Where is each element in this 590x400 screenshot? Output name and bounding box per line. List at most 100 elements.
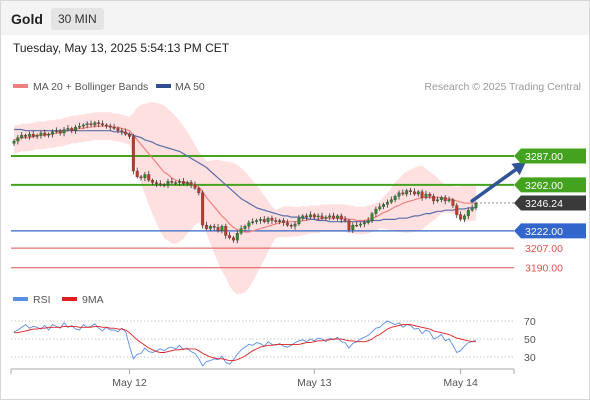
candle-body (24, 135, 27, 137)
candle-body (378, 206, 382, 210)
candle (228, 232, 232, 240)
candle (459, 211, 463, 222)
projection-arrow-shaft (470, 164, 523, 203)
level-label-bg (514, 177, 586, 193)
candle (405, 188, 409, 197)
candle-body (455, 205, 459, 215)
candle-body (54, 130, 58, 132)
candle (455, 203, 459, 219)
candle (397, 190, 401, 200)
candle (409, 188, 412, 196)
candle-body (201, 192, 205, 226)
candle-body (451, 199, 455, 206)
moving-averages (13, 125, 476, 233)
candle (278, 218, 282, 225)
candle-body (178, 181, 181, 183)
candle-body (228, 235, 232, 238)
level-label: 3222.00 (525, 226, 563, 238)
candlesticks (12, 120, 478, 244)
candle-body (170, 181, 174, 183)
candle (366, 217, 370, 225)
candle (189, 179, 193, 189)
candle (332, 212, 335, 220)
candle (374, 206, 378, 217)
candle-body (78, 125, 81, 128)
candle (97, 120, 101, 128)
candle (243, 224, 247, 232)
candle-body (355, 224, 359, 227)
candle (282, 217, 285, 227)
candle-body (85, 123, 89, 126)
candle-body (289, 224, 293, 227)
candle (385, 199, 389, 208)
candle-body (239, 228, 243, 234)
candle-body (104, 124, 108, 127)
candle (85, 121, 89, 129)
candle (47, 132, 51, 138)
x-axis-ticks: May 12 May 13 May 14 (112, 369, 478, 389)
candle (12, 139, 16, 146)
candle (474, 201, 478, 211)
candle-body (43, 132, 47, 136)
candle-body (320, 215, 324, 219)
candle-body (147, 174, 151, 181)
candle-body (58, 130, 62, 134)
projection-arrow-head (511, 161, 527, 176)
candle (16, 135, 20, 145)
candle (62, 127, 66, 137)
candle (235, 230, 239, 244)
candle-body (97, 122, 101, 124)
candle (355, 221, 359, 227)
candle (359, 222, 362, 228)
candle-body (12, 140, 16, 144)
candle (328, 213, 332, 221)
candle (347, 218, 351, 233)
candle-body (266, 218, 270, 222)
candle (335, 214, 339, 221)
candle-body (116, 128, 120, 131)
candle-body (81, 124, 85, 127)
candle (255, 218, 258, 225)
candle (401, 189, 405, 196)
candle (181, 178, 185, 186)
level-label: 3262.00 (525, 180, 563, 192)
candle (382, 202, 386, 210)
ma50-legend-swatch (156, 84, 171, 88)
candle (128, 132, 131, 139)
candle-body (101, 123, 104, 126)
candle-body (374, 208, 378, 214)
level-label-bg (514, 223, 586, 239)
candle-body (74, 127, 78, 131)
candle-body (197, 188, 201, 194)
candle-body (339, 215, 343, 220)
candle (197, 186, 201, 196)
candle-body (158, 183, 162, 185)
rsi-legend-label: RSI (33, 294, 51, 306)
candle (451, 198, 455, 209)
timeframe-button[interactable]: 30 MIN (51, 8, 104, 30)
level-label: 3246.24 (525, 198, 563, 210)
candle-body (324, 216, 328, 219)
candle-body (382, 204, 386, 207)
candle (212, 223, 216, 231)
bollinger-band-area (14, 102, 476, 295)
candle (51, 129, 54, 138)
candle-body (385, 201, 389, 205)
candle (158, 180, 162, 187)
candle-body (151, 180, 155, 183)
candle (466, 207, 470, 220)
candle-body (258, 219, 262, 221)
candle-body (189, 182, 193, 185)
candle (285, 219, 289, 227)
candle (301, 214, 305, 221)
candle (428, 192, 432, 199)
ma9-legend-swatch (62, 297, 77, 301)
candle (201, 190, 205, 229)
candle (178, 178, 181, 186)
candle (251, 218, 255, 225)
rsi-ma9-line (14, 324, 476, 362)
candle-body (305, 215, 309, 218)
candle-body (274, 220, 278, 222)
candle (312, 213, 316, 220)
